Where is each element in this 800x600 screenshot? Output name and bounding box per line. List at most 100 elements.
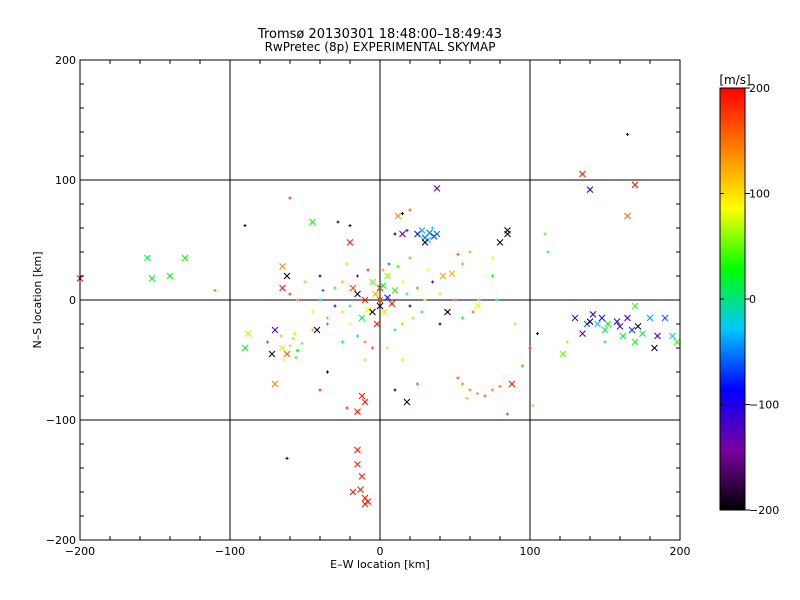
data-point-cross xyxy=(358,473,366,480)
data-point-cross xyxy=(388,300,396,307)
y-axis-label: N–S location [km] xyxy=(31,251,44,348)
data-point-dot xyxy=(363,340,367,344)
data-point-cross xyxy=(631,302,639,310)
data-point-dot xyxy=(401,280,404,284)
data-point-dot xyxy=(438,322,442,326)
data-point-cross xyxy=(508,380,516,388)
data-point-cross xyxy=(379,282,387,289)
data-point-dot xyxy=(461,382,464,386)
colorbar-tick-label: −100 xyxy=(749,399,779,412)
data-point-dot xyxy=(288,196,292,200)
data-point-dot xyxy=(468,250,472,254)
data-point-cross xyxy=(354,290,361,298)
data-point-cross xyxy=(349,488,357,496)
data-point-dot xyxy=(348,224,352,228)
data-point-cross xyxy=(369,278,376,286)
data-point-dot xyxy=(438,292,442,296)
data-point-dot xyxy=(453,298,457,302)
data-point-dot xyxy=(318,388,322,392)
data-point-cross xyxy=(357,486,364,493)
data-point-dot xyxy=(491,388,494,392)
data-point-cross xyxy=(604,320,612,328)
data-point-cross xyxy=(418,227,426,234)
data-point-cross xyxy=(364,306,372,313)
data-point-cross xyxy=(399,230,406,238)
data-point-cross xyxy=(354,446,361,454)
data-point-dot xyxy=(279,334,283,338)
data-point-dot xyxy=(405,292,409,296)
data-point-dot xyxy=(408,304,412,308)
data-point-cross xyxy=(613,318,621,325)
data-point-dot xyxy=(456,252,460,256)
data-point-dot xyxy=(266,340,269,344)
data-point-dot xyxy=(491,256,494,260)
data-point-cross xyxy=(309,218,316,226)
data-point-dot xyxy=(471,310,475,314)
data-point-dot xyxy=(348,304,352,308)
data-point-cross xyxy=(381,308,388,316)
data-point-cross xyxy=(589,311,597,318)
data-point-dot xyxy=(303,280,307,284)
data-point-cross xyxy=(624,212,631,220)
data-point-dot xyxy=(311,310,314,314)
y-tick-label: 100 xyxy=(55,174,76,187)
data-point-cross xyxy=(444,308,451,316)
data-point-dot xyxy=(296,348,299,352)
colorbar-ticks: 200 100 0 −100 −200 xyxy=(720,82,779,517)
data-point-cross xyxy=(594,320,601,328)
data-point-dot xyxy=(387,262,391,266)
data-point-dot xyxy=(495,298,499,302)
data-point-cross xyxy=(634,323,642,330)
data-point-dot xyxy=(461,316,464,320)
data-point-cross xyxy=(283,350,291,358)
data-point-cross xyxy=(571,314,579,322)
data-point-cross xyxy=(619,332,627,340)
y-tick-label: −200 xyxy=(46,534,76,547)
data-point-cross xyxy=(244,330,252,337)
data-point-dot xyxy=(461,262,464,266)
data-point-dot xyxy=(356,334,359,338)
data-point-dot xyxy=(341,310,344,314)
data-point-cross xyxy=(279,344,286,352)
data-point-dot xyxy=(401,322,404,326)
data-point-cross xyxy=(372,290,379,298)
data-point-dot xyxy=(381,268,385,272)
data-point-dot xyxy=(431,280,434,284)
data-point-dot xyxy=(371,346,374,350)
data-point-cross xyxy=(268,350,276,358)
data-point-dot xyxy=(411,316,415,320)
data-point-dot xyxy=(477,298,481,302)
data-point-cross xyxy=(639,330,646,337)
data-point-cross xyxy=(586,318,594,325)
data-point-dot xyxy=(513,322,517,326)
data-point-dot xyxy=(536,332,539,336)
x-tick-label: −200 xyxy=(65,545,95,558)
data-point-cross xyxy=(358,314,366,322)
colorbar-tick-label: 100 xyxy=(749,188,770,201)
data-point-dot xyxy=(468,388,472,392)
data-point-dot xyxy=(531,404,535,408)
colorbar-tick-label: 0 xyxy=(749,293,756,306)
data-point-cross xyxy=(474,302,481,310)
data-point-dot xyxy=(521,364,524,368)
data-point-cross xyxy=(421,239,429,246)
data-point-dot xyxy=(498,384,502,388)
data-point-dot xyxy=(491,274,494,278)
data-point-cross xyxy=(631,181,639,189)
chart-title: Tromsø 20130301 18:48:00–18:49:43 xyxy=(257,27,502,42)
data-point-dot xyxy=(420,310,424,314)
data-point-cross xyxy=(601,326,609,334)
data-point-cross xyxy=(346,239,354,246)
data-point-dot xyxy=(405,228,409,232)
data-point-dot xyxy=(393,232,397,236)
data-point-dot xyxy=(456,376,460,380)
data-point-dot xyxy=(318,274,322,278)
data-point-dot xyxy=(341,280,344,284)
data-point-dot xyxy=(566,340,569,344)
data-point-cross xyxy=(646,314,654,322)
data-point-cross xyxy=(391,287,399,294)
data-point-dot xyxy=(321,288,325,292)
data-point-dot xyxy=(288,292,292,296)
data-point-dot xyxy=(393,328,397,332)
data-point-cross xyxy=(354,461,361,468)
